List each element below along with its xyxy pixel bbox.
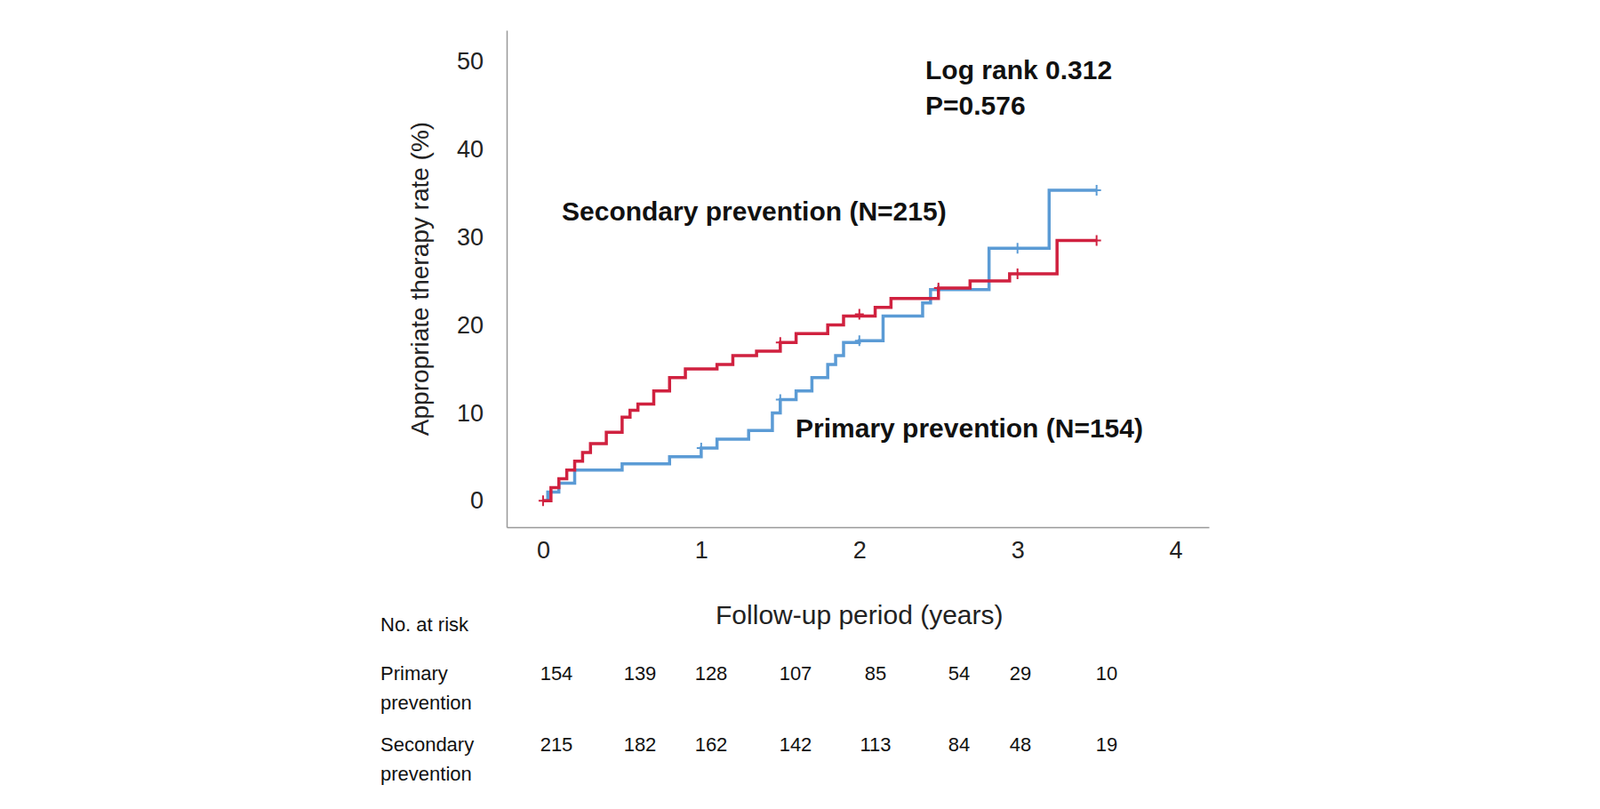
tick: 4 <box>1169 527 1184 564</box>
risk-count: 162 <box>695 733 728 756</box>
risk-count: 182 <box>624 733 657 756</box>
km-curve <box>543 240 1097 501</box>
tick-label: 0 <box>536 536 551 564</box>
tick-label: 10 <box>456 400 484 427</box>
censor-mark <box>776 394 785 406</box>
tick: 0 <box>536 527 551 564</box>
risk-count: 85 <box>864 662 887 685</box>
risk-count: 19 <box>1096 733 1118 756</box>
risk-count: 128 <box>695 662 728 685</box>
tick: 40 <box>456 136 507 163</box>
risk-count: 154 <box>540 662 574 685</box>
censor-mark <box>855 309 864 320</box>
risk-count: 107 <box>779 662 813 685</box>
tick: 1 <box>695 527 709 564</box>
censor-mark <box>1092 234 1102 246</box>
annotation: P=0.576 <box>925 90 1026 120</box>
tick-label: 1 <box>695 536 709 564</box>
tick: 50 <box>456 48 507 75</box>
risk-row-label: Primaryprevention <box>380 662 472 714</box>
censor-mark <box>1013 268 1023 280</box>
risk-count: 84 <box>948 733 970 756</box>
axis-line <box>506 31 509 528</box>
risk-table-title: No. at risk <box>380 613 470 636</box>
risk-count: 215 <box>540 733 574 756</box>
annotation: Log rank 0.312 <box>925 55 1112 85</box>
risk-count: 10 <box>1096 662 1118 685</box>
risk-count: 54 <box>948 662 970 685</box>
tick: 3 <box>1011 527 1025 564</box>
y-axis-title: Appropriate therapy rate (%) <box>406 121 434 436</box>
tick: 30 <box>456 224 507 251</box>
tick: 0 <box>470 487 507 514</box>
tick-label: 0 <box>470 487 484 514</box>
risk-count: 139 <box>624 662 657 685</box>
tick-label: 3 <box>1011 536 1025 564</box>
tick-label: 20 <box>456 312 484 339</box>
x-axis-title: Follow-up period (years) <box>715 600 1003 630</box>
tick-label: 30 <box>456 224 484 251</box>
tick-label: 2 <box>853 536 867 564</box>
tick-label: 50 <box>456 48 484 75</box>
risk-row-label: Secondaryprevention <box>380 733 474 785</box>
axis-line <box>507 527 1210 529</box>
censor-mark <box>696 442 706 454</box>
tick-label: 40 <box>456 136 484 163</box>
censor-mark <box>1092 184 1102 196</box>
risk-count: 113 <box>859 733 891 756</box>
risk-count: 29 <box>1009 662 1032 685</box>
risk-count: 142 <box>779 733 813 756</box>
km-curve <box>543 190 1097 501</box>
plot-area <box>538 184 1102 506</box>
series-label: Secondary prevention (N=215) <box>561 196 947 226</box>
tick: 2 <box>853 527 867 564</box>
censor-mark <box>1013 242 1023 254</box>
risk-count: 48 <box>1009 733 1032 756</box>
censor-mark <box>538 495 548 506</box>
chart: 0123401020304050Follow-up period (years)… <box>0 0 1600 809</box>
tick: 20 <box>456 312 507 339</box>
series-label: Primary prevention (N=154) <box>795 413 1144 443</box>
censor-mark <box>776 336 785 348</box>
censor-mark <box>934 282 944 294</box>
y-axis: 0 10 20 30 40 50 <box>456 31 508 528</box>
tick-label: 4 <box>1169 536 1184 564</box>
censor-mark <box>855 335 864 346</box>
tick: 10 <box>456 400 507 427</box>
x-axis: 0 1 2 3 4 <box>507 527 1210 564</box>
